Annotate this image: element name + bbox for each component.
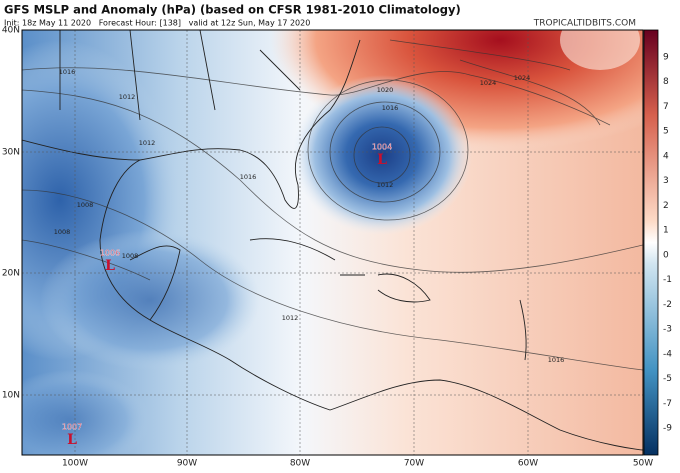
colorbar-tick-label: 7 [663,102,669,112]
latitude-label: 10N [2,391,20,401]
pressure-center-symbol: L [105,258,115,274]
colorbar-tick-label: -7 [663,399,672,409]
longitude-label: 70W [404,459,424,469]
map-subtitle: Init: 18z May 11 2020 Forecast Hour: [13… [4,19,310,28]
colorbar-tick-label: 2 [663,201,669,211]
latitude-label: 40N [2,26,20,36]
isobar-label: 1008 [77,201,94,209]
pressure-center-value: 1007 [62,423,82,432]
colorbar-tick-label: 3 [663,176,669,186]
longitude-label: 50W [633,459,653,469]
source-label: TROPICALTIDBITS.COM [533,19,636,29]
pressure-center-symbol: L [377,152,387,168]
longitude-label: 60W [518,459,538,469]
colorbar [643,29,659,456]
colorbar-tick-label: -5 [663,374,672,384]
isobar-label: 1016 [240,173,257,181]
longitude-label: 100W [62,459,88,469]
isobar-label: 1024 [514,74,531,82]
colorbar-tick-label: 5 [663,127,669,137]
colorbar-tick-label: -9 [663,424,672,434]
colorbar-tick-label: 9 [663,53,669,63]
pressure-center-value: 1006 [100,249,120,258]
map-frame [21,29,644,456]
colorbar-tick-label: -3 [663,325,672,335]
isobar-label: 1016 [59,68,76,76]
isobar-label: 1016 [382,104,399,112]
isobar-label: 1008 [122,252,139,260]
colorbar-tick-label: 1 [663,226,669,236]
map-labels: 40N 30N 20N 10N 100W 90W 80W 70W 60W 50W 1016 1012 1… [2,26,672,469]
isobar-label: 1020 [377,86,394,94]
pressure-center-value: 1004 [372,143,392,152]
isobar-label: 1012 [119,93,136,101]
colorbar-tick-label: 4 [663,151,669,161]
colorbar-tick-label: -1 [663,275,672,285]
isobar-label: 1012 [282,314,299,322]
isobar-label: 1016 [548,356,565,364]
longitude-label: 90W [177,459,197,469]
colorbar-tick-label: 0 [663,250,669,260]
isobar-label: 1012 [377,181,394,189]
isobar-label: 1024 [480,79,497,87]
isobar-label: 1012 [139,139,156,147]
longitude-label: 80W [290,459,310,469]
latitude-label: 20N [2,269,20,279]
colorbar-tick-label: -2 [663,300,672,310]
colorbar-tick-label: 8 [663,77,669,87]
colorbar-tick-label: -4 [663,349,672,359]
latitude-label: 30N [2,148,20,158]
map-title: GFS MSLP and Anomaly (hPa) (based on CFS… [4,3,461,17]
pressure-center-symbol: L [67,432,77,448]
isobar-label: 1008 [54,228,71,236]
